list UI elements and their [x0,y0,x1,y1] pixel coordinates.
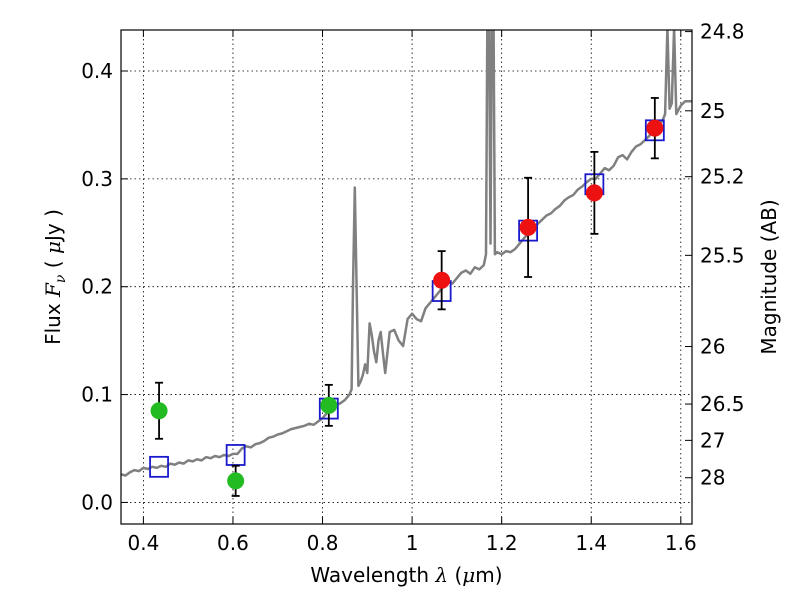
green-data-point [320,396,338,414]
red-data-point [433,271,451,289]
green-data-point [150,402,168,420]
mag-tick-label: 26 [700,335,725,359]
x-tick-label: 1.2 [486,531,518,555]
y-axis-label: Flux Fν ( μJy ) [41,209,69,345]
mag-tick-label: 25.5 [700,243,745,267]
green-data-point [227,472,245,490]
x-tick-label: 0.4 [127,531,159,555]
mag-tick-label: 25 [700,99,725,123]
y-tick-label: 0.4 [81,59,113,83]
y-tick-label: 0.3 [81,167,113,191]
red-data-point [519,218,537,236]
axis-ticks: 0.4 0.6 0.8 1 1.2 1.4 1.6 0.0 0.1 0.2 0.3 0.4 24.8 25… [81,20,744,555]
mag-tick-label: 24.8 [700,20,745,44]
grid [121,30,692,524]
mag-tick-label: 28 [700,466,725,490]
mag-tick-label: 26.5 [700,392,745,416]
y-tick-label: 0.1 [81,383,113,407]
spectrum-line [121,30,692,477]
x-tick-label: 1.6 [665,531,697,555]
mag-tick-label: 27 [700,428,725,452]
red-data-point [585,184,603,202]
x-tick-label: 0.8 [307,531,339,555]
x-tick-label: 1.4 [575,531,607,555]
y-tick-label: 0.0 [81,490,113,514]
x-tick-label: 0.6 [217,531,249,555]
model-square-marker [149,455,169,478]
right-axis-label: Magnitude (AB) [757,199,781,354]
y-tick-label: 0.2 [81,275,113,299]
x-tick-label: 1 [406,531,419,555]
data-markers [149,97,665,497]
plot-frame [120,29,693,525]
spectrum-layer [121,30,692,477]
x-axis-label: Wavelength λ (μm) [310,563,502,587]
mag-tick-label: 25.2 [700,165,745,189]
red-data-point [646,119,664,137]
